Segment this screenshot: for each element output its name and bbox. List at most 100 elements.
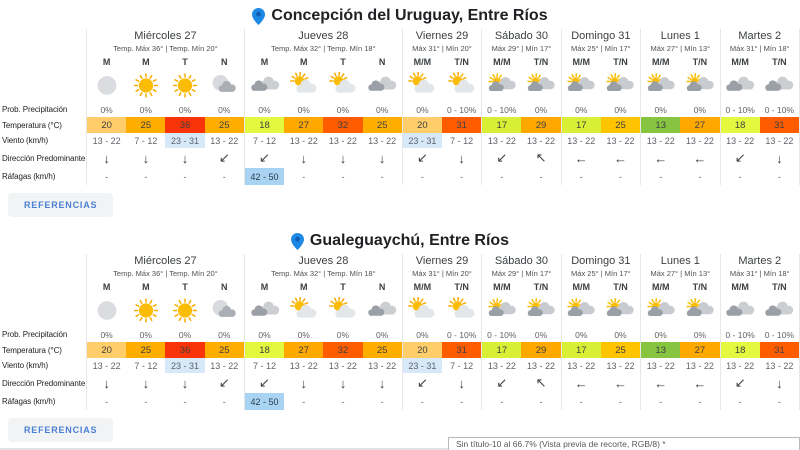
temp-value: 20 xyxy=(402,342,442,358)
day-name: Domingo 31 xyxy=(571,30,631,42)
temp-value: 31 xyxy=(759,117,799,133)
day-column-1: Jueves 28 Temp. Máx 32° | Temp. Mín 18° M M… xyxy=(243,29,402,185)
period-label: M/M xyxy=(413,281,432,292)
row-label-precipitation: Prob. Precipitación xyxy=(2,105,68,114)
sun-cloud-icon xyxy=(323,68,362,102)
precip-value: 0% xyxy=(218,104,231,115)
day-name: Lunes 1 xyxy=(660,255,700,267)
wind-direction-arrow: ↓ xyxy=(103,375,110,391)
wind-value: 13 - 22 xyxy=(368,360,397,371)
period-labels-row: M/M T/N xyxy=(641,280,719,293)
period-label: T/N xyxy=(454,281,469,292)
sun-clouds-icon xyxy=(680,68,719,102)
day-name: Sábado 30 xyxy=(494,255,549,267)
window-title-bar[interactable]: Sin título-10 al 66.7% (Vista previa de … xyxy=(448,437,800,450)
period-label: T xyxy=(182,281,188,292)
precip-value: 0% xyxy=(258,104,271,115)
precip-value: 0% xyxy=(139,104,152,115)
day-name: Viernes 29 xyxy=(415,255,469,267)
temp-value: 25 xyxy=(204,342,244,358)
precip-value: 0% xyxy=(258,329,271,340)
day-column-4: Domingo 31 Máx 25° | Mín 17° M/M T/N 0% 0% 17 2… xyxy=(560,29,641,185)
period-label: M/M xyxy=(493,281,511,292)
wind-value: 13 - 22 xyxy=(606,135,635,146)
gust-value: - xyxy=(420,396,424,407)
wind-direction-arrow: ↓ xyxy=(142,375,150,391)
day-name: Domingo 31 xyxy=(571,255,631,267)
wind-direction-arrow: ↓ xyxy=(339,150,347,166)
wind-value: 13 - 22 xyxy=(726,360,755,371)
gust-value: - xyxy=(380,396,384,407)
precipitation-row: 0 - 10% 0% xyxy=(482,102,560,117)
wind-value: 13 - 22 xyxy=(210,135,239,146)
wind-value: 13 - 22 xyxy=(726,135,755,146)
wind-row: 13 - 22 7 - 12 23 - 31 13 - 22 xyxy=(87,358,244,373)
references-button[interactable]: REFERENCIAS xyxy=(8,193,114,217)
forecast-table: Prob. Precipitación Temperatura (°C) Vient… xyxy=(0,29,800,185)
wind-direction-arrow: ← xyxy=(613,150,627,166)
temperature-row: 20 31 xyxy=(402,342,482,358)
wind-direction-arrow: ← xyxy=(574,150,588,166)
sun-icon xyxy=(165,68,204,102)
precip-value: 0% xyxy=(534,329,548,340)
row-labels-column: Prob. Precipitación Temperatura (°C) Vient… xyxy=(0,29,86,185)
gust-value: - xyxy=(144,171,148,182)
gusts-row: ---- xyxy=(87,168,244,185)
wind-row: 13 - 22 13 - 22 xyxy=(641,133,719,148)
gust-value: - xyxy=(222,396,226,407)
precipitation-row: 0% 0% 0% 0% xyxy=(245,102,402,117)
gusts-row: -- xyxy=(482,168,560,185)
temp-value: 32 xyxy=(323,117,363,133)
gusts-row: -- xyxy=(721,393,799,410)
period-label: N xyxy=(221,281,228,292)
wind-direction-arrow: ↖ xyxy=(535,375,547,390)
temp-value: 25 xyxy=(600,342,641,358)
wind-direction-arrow: ↓ xyxy=(142,150,150,166)
day-minmax: Temp. Máx 32° | Temp. Mín 18° xyxy=(271,269,376,278)
wind-value: 7 - 12 xyxy=(134,135,158,146)
temp-value: 25 xyxy=(362,342,402,358)
wind-row: 13 - 22 13 - 22 xyxy=(482,358,560,373)
period-label: M xyxy=(260,56,269,67)
precipitation-row: 0 - 10% 0 - 10% xyxy=(721,102,799,117)
references-button[interactable]: REFERENCIAS xyxy=(8,418,114,442)
weather-icons-row xyxy=(403,68,481,102)
precip-value: 0% xyxy=(575,104,588,115)
gust-value: 42 - 50 xyxy=(244,393,285,410)
wind-direction-arrow: ↓ xyxy=(300,150,307,166)
gust-value: - xyxy=(105,396,109,407)
wind-value: 13 - 22 xyxy=(210,360,239,371)
sun-icon xyxy=(165,293,204,327)
temp-value: 32 xyxy=(323,342,363,358)
day-minmax: Máx 31° | Mín 20° xyxy=(412,44,472,53)
temp-value: 27 xyxy=(680,342,720,358)
precip-value: 0 - 10% xyxy=(487,104,517,115)
temp-value: 13 xyxy=(641,117,681,133)
day-minmax: Temp. Máx 36° | Temp. Mín 20° xyxy=(113,44,218,53)
day-name: Miércoles 27 xyxy=(134,30,197,42)
period-label: M/M xyxy=(572,56,591,67)
sun-icon xyxy=(126,293,165,327)
row-label-direction: Dirección Predominante xyxy=(2,153,86,163)
period-labels-row: M/M T/N xyxy=(403,280,481,293)
day-column-1: Jueves 28 Temp. Máx 32° | Temp. Mín 18° M M… xyxy=(243,254,402,410)
temp-value: 13 xyxy=(641,342,681,358)
gust-value: - xyxy=(738,171,742,182)
wind-row: 23 - 31 7 - 12 xyxy=(402,133,481,148)
precip-value: 0% xyxy=(336,329,350,340)
gust-value: - xyxy=(777,171,781,182)
wind-direction-arrow: ↓ xyxy=(776,375,783,391)
weather-icons-row xyxy=(87,68,244,102)
wind-value: 13 - 22 xyxy=(527,360,556,371)
gusts-row: -- xyxy=(641,168,719,185)
precip-value: 0% xyxy=(100,104,113,115)
wind-value: 13 - 22 xyxy=(487,360,516,371)
sun-clouds-icon xyxy=(641,68,680,102)
day-column-4: Domingo 31 Máx 25° | Mín 17° M/M T/N 0% 0% 17 2… xyxy=(560,254,641,410)
forecast-table: Prob. Precipitación Temperatura (°C) Vient… xyxy=(0,254,800,410)
wind-value: 7 - 12 xyxy=(252,135,276,146)
temp-value: 18 xyxy=(244,342,285,358)
precipitation-row: 0% 0% xyxy=(562,102,640,117)
precip-value: 0% xyxy=(218,329,231,340)
